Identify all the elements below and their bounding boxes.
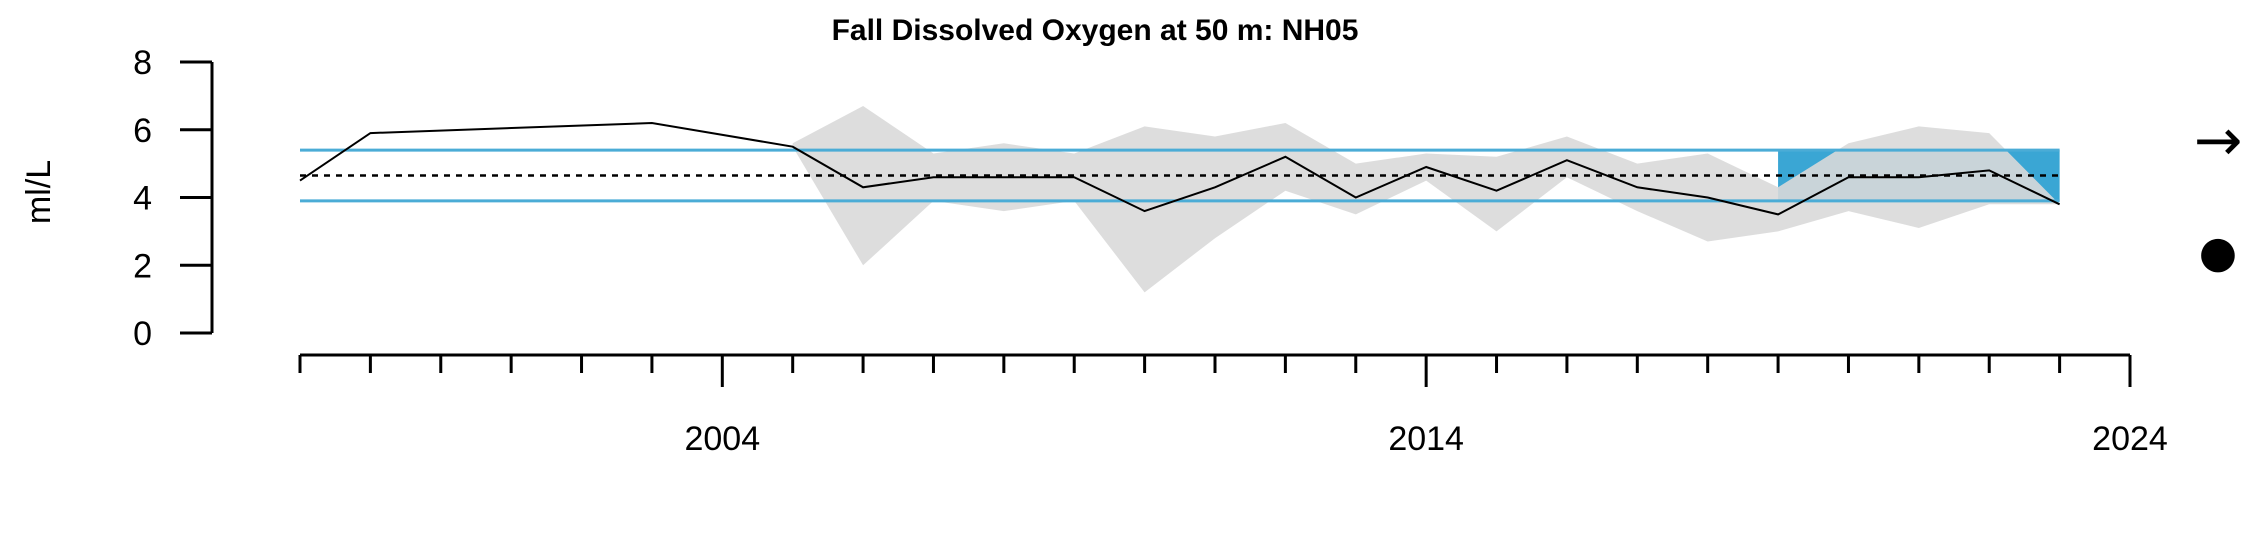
x-tick-label-2024: 2024 xyxy=(2092,420,2168,458)
x-tick-label-2014: 2014 xyxy=(1388,420,1464,458)
range-band xyxy=(792,106,2060,293)
axes-layer: 0 2 4 6 8 2004 2014 2024 xyxy=(133,44,2168,458)
y-tick-label-2: 2 xyxy=(133,247,152,285)
y-tick-label-4: 4 xyxy=(133,180,152,218)
y-tick-label-6: 6 xyxy=(133,112,152,150)
data-line-layer xyxy=(299,121,2061,216)
y-tick-label-0: 0 xyxy=(133,315,152,353)
x-tick-label-2004: 2004 xyxy=(684,420,760,458)
y-tick-label-8: 8 xyxy=(133,44,152,82)
y-axis-label: ml/L xyxy=(20,160,58,224)
status-dot-icon: ● xyxy=(2199,227,2237,278)
trend-arrow-icon: → xyxy=(2194,106,2243,174)
range-band-layer xyxy=(792,106,2060,293)
reference-lines-layer xyxy=(300,148,2060,203)
series-line xyxy=(299,121,2061,216)
chart-title: Fall Dissolved Oxygen at 50 m: NH05 xyxy=(832,14,1359,47)
